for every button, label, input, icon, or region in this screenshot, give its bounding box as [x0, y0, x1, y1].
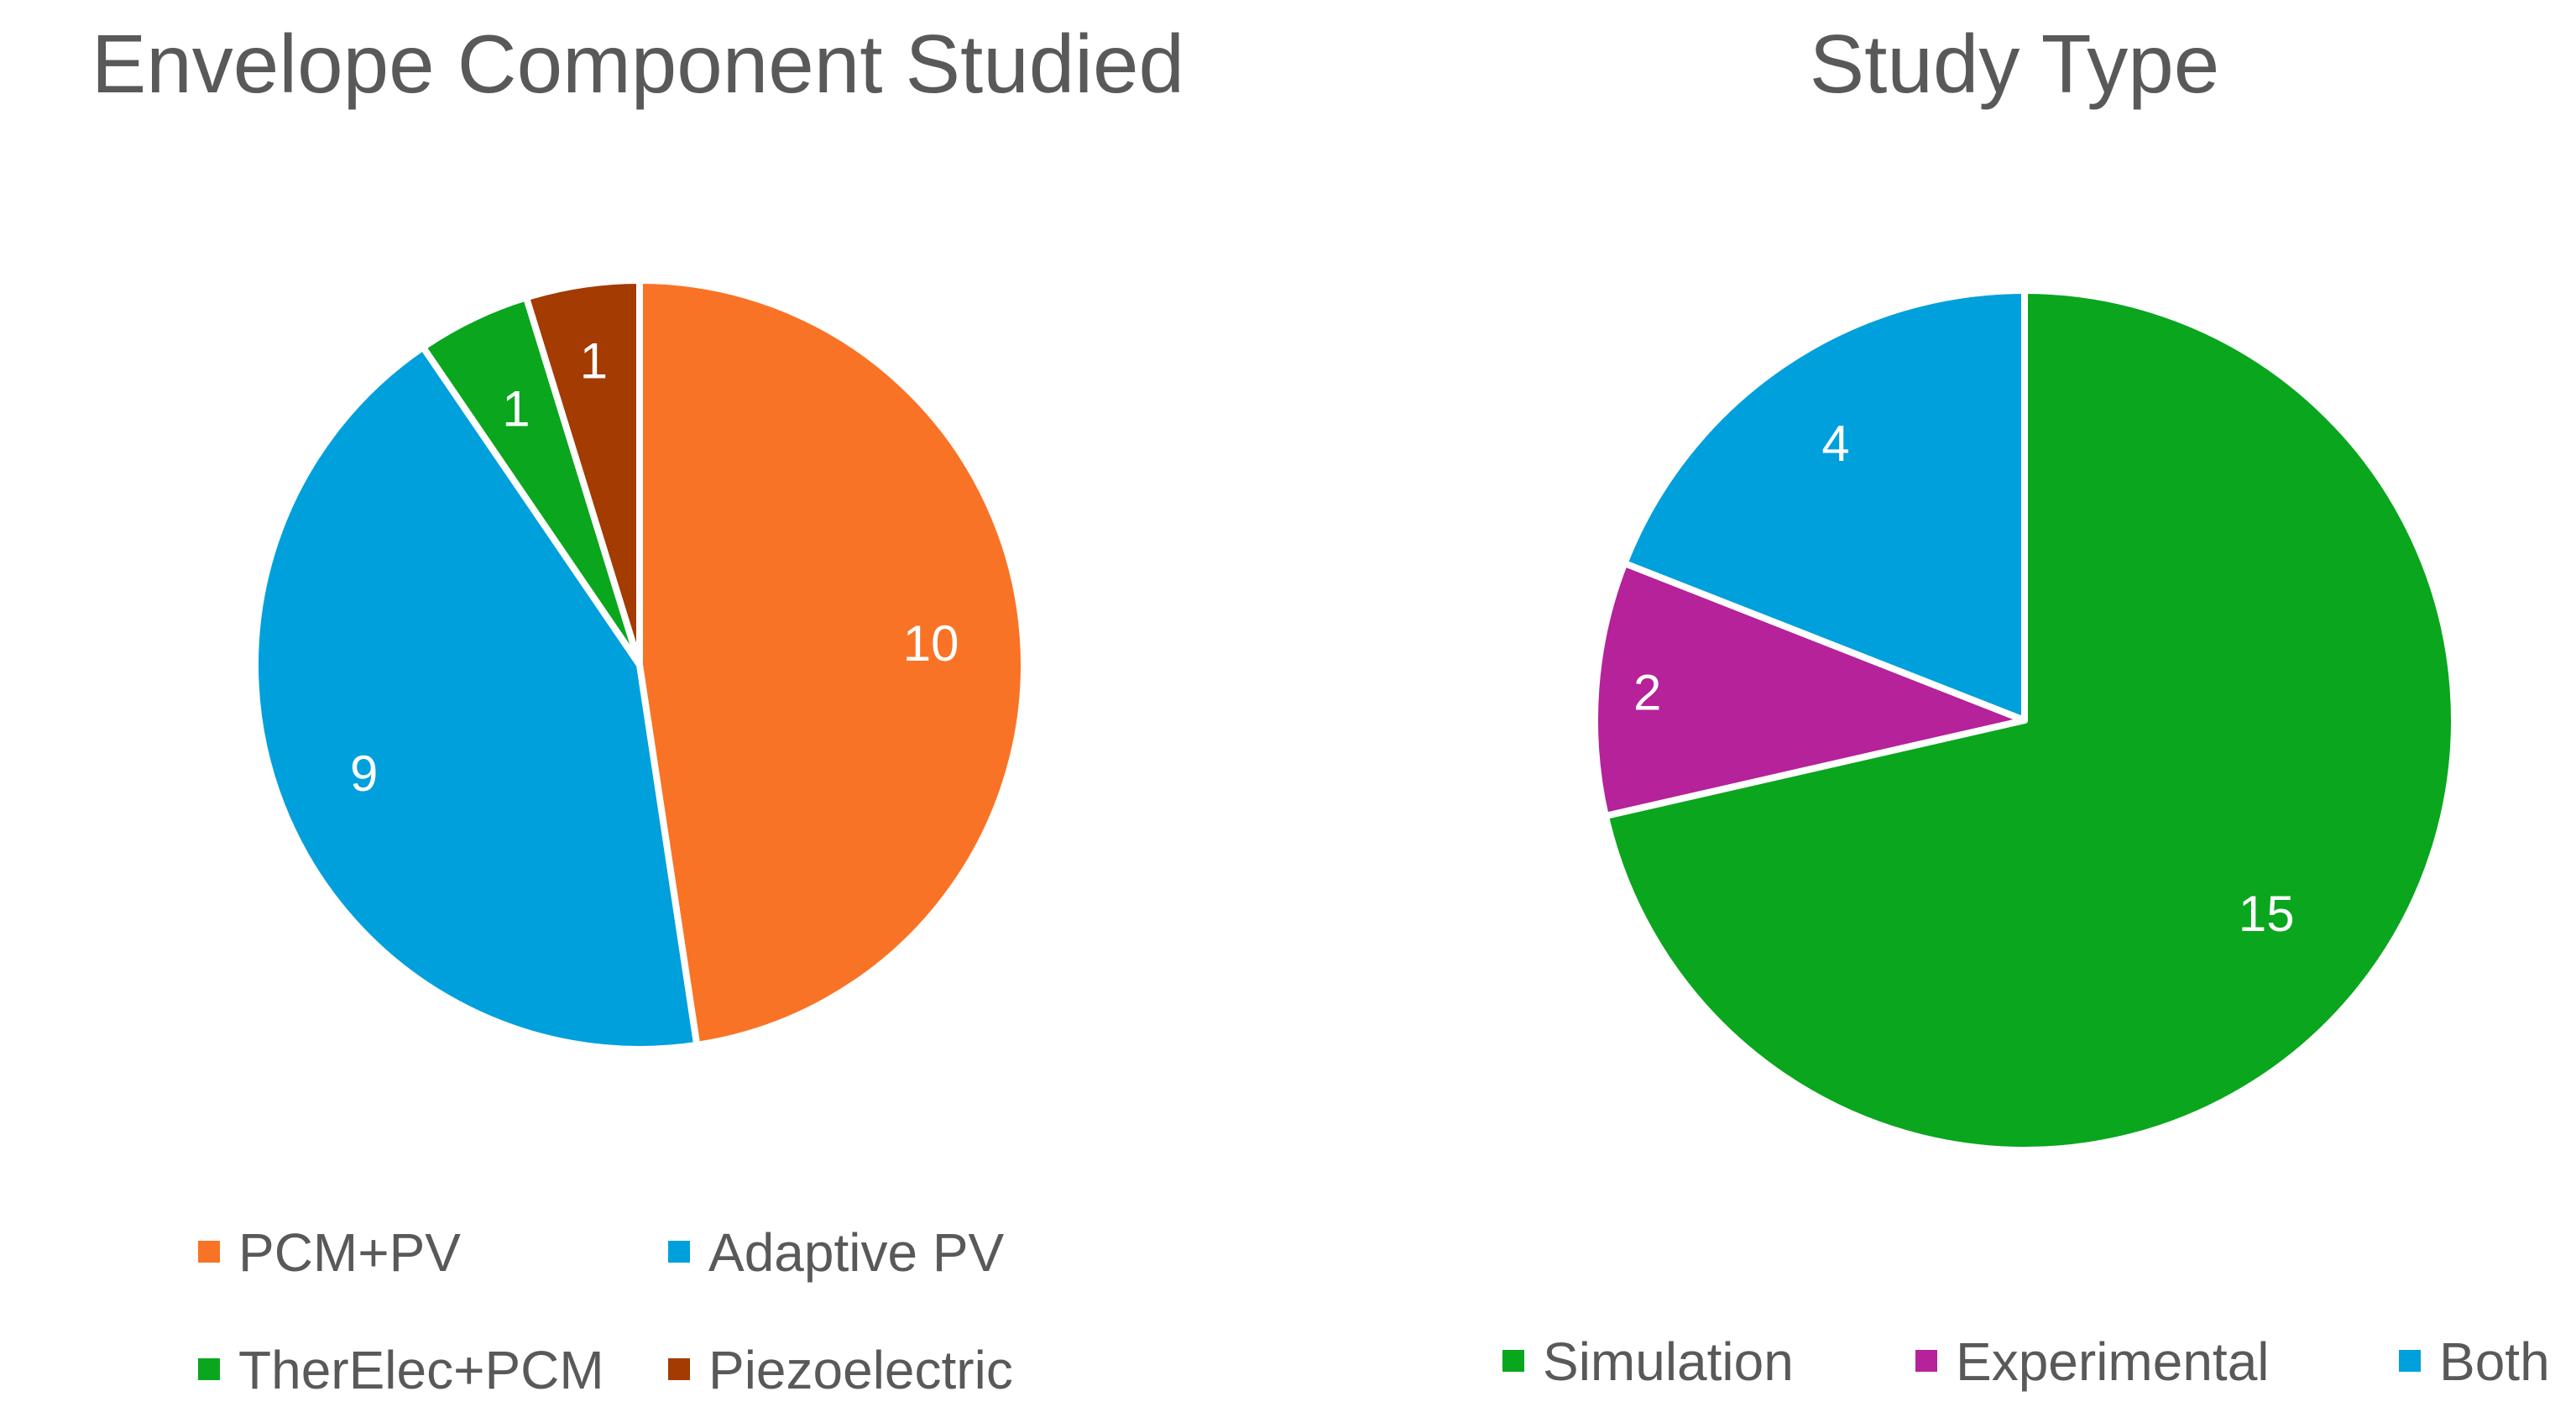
legend-swatch-adaptive-pv	[668, 1241, 690, 1263]
legend-label-adaptive-pv: Adaptive PV	[708, 1222, 1005, 1283]
legend-label-piezoelectric: Piezoelectric	[708, 1340, 1013, 1400]
legend-swatch-therelec-pcm	[198, 1358, 220, 1380]
pie-slice-pcm-pv	[636, 277, 1027, 1049]
legend-label-experimental: Experimental	[1956, 1331, 2270, 1392]
chart-title-study-type: Study Type	[1810, 18, 2220, 110]
pie-slice-piezoelectric	[523, 277, 643, 668]
legend-swatch-simulation	[1502, 1350, 1524, 1372]
pie-study-type	[1591, 287, 2458, 1153]
legend-label-both: Both	[2439, 1331, 2550, 1392]
legend-swatch-pcm-pv	[198, 1241, 220, 1263]
data-label-pcm-pv: 10	[903, 615, 959, 672]
data-label-both: 4	[1821, 416, 1849, 472]
pie-slice-adaptive-pv	[252, 343, 701, 1053]
legend-label-simulation: Simulation	[1543, 1331, 1794, 1392]
chart-title-envelope: Envelope Component Studied	[91, 18, 1184, 110]
legend-study-type: Simulation Experimental Both	[1502, 1331, 2550, 1392]
envelope-component-chart: Envelope Component Studied 10 9 11 PCM+PV …	[91, 18, 1184, 1400]
data-label-adaptive-pv: 9	[350, 745, 378, 802]
pie-slice-simulation	[1602, 287, 2458, 1153]
data-labels-envelope: 10 9 11	[350, 333, 959, 802]
legend-label-therelec-pcm: TherElec+PCM	[238, 1340, 604, 1400]
data-label-therelec-pcm: 1	[502, 381, 530, 437]
legend-label-pcm-pv: PCM+PV	[238, 1222, 461, 1283]
legend-swatch-piezoelectric	[668, 1358, 690, 1380]
pie-envelope	[252, 277, 1027, 1053]
pie-slice-experimental	[1591, 559, 2028, 819]
legend-envelope: PCM+PV Adaptive PV TherElec+PCM Piezoele…	[198, 1222, 1013, 1400]
data-label-piezoelectric: 1	[580, 333, 608, 390]
pie-slice-both	[1621, 287, 2028, 724]
legend-swatch-experimental	[1915, 1350, 1937, 1372]
legend-swatch-both	[2399, 1350, 2421, 1372]
data-label-simulation: 15	[2239, 886, 2295, 942]
data-label-experimental: 2	[1633, 664, 1661, 720]
